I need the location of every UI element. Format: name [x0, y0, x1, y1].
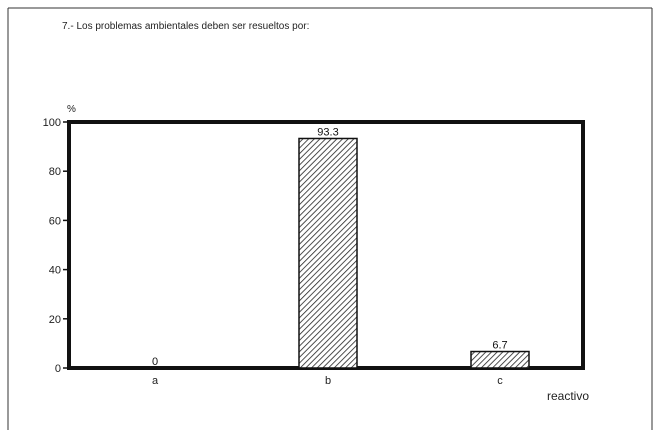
y-tick-label-0: 0: [55, 363, 61, 375]
x-tick-label-b: b: [325, 375, 331, 387]
y-axis-ticks: 0 20 40 60 80 100: [43, 117, 69, 375]
data-label-c: 6.7: [492, 340, 507, 352]
x-tick-label-c: c: [497, 375, 503, 387]
y-tick-label-60: 60: [49, 215, 61, 227]
bar-series: 0 93.3 6.7: [152, 126, 530, 369]
y-tick-label-20: 20: [49, 314, 61, 326]
bar-c: [470, 350, 530, 369]
y-axis-unit: %: [67, 104, 76, 115]
bar-b: [298, 137, 358, 369]
x-axis-label: reactivo: [547, 389, 589, 403]
data-label-a: 0: [152, 356, 158, 368]
y-tick-label-40: 40: [49, 265, 61, 277]
y-tick-label-100: 100: [43, 117, 61, 129]
data-label-b: 93.3: [317, 126, 338, 138]
chart-title: 7.- Los problemas ambientales deben ser …: [62, 21, 309, 32]
x-tick-label-a: a: [152, 375, 159, 387]
y-tick-label-80: 80: [49, 166, 61, 178]
x-axis-ticks: a b c: [152, 375, 503, 387]
